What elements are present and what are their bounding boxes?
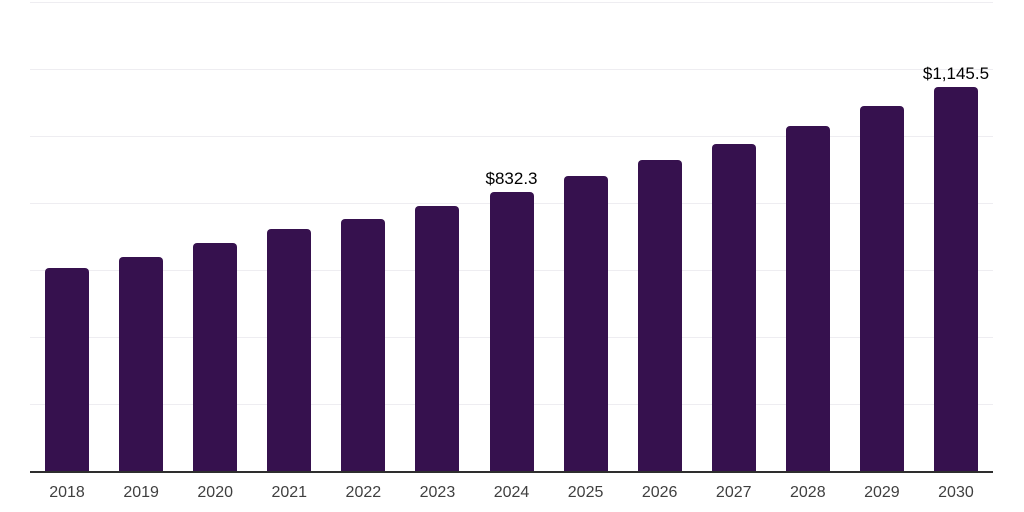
bar-2020 xyxy=(193,242,238,471)
bar-2021 xyxy=(267,228,312,471)
gridline-1000 xyxy=(30,135,993,137)
x-tick-2026: 2026 xyxy=(641,484,678,501)
bar-2023 xyxy=(415,205,460,471)
bar-2025 xyxy=(563,176,608,471)
x-axis-line xyxy=(30,470,993,473)
bar-2028 xyxy=(785,125,830,471)
gridline-1400 xyxy=(30,2,993,3)
bar-2024 xyxy=(489,191,534,471)
x-tick-2023: 2023 xyxy=(419,484,456,501)
bar-2019 xyxy=(119,257,164,471)
x-tick-2024: 2024 xyxy=(493,484,530,501)
x-tick-2029: 2029 xyxy=(864,484,900,501)
bar-2029 xyxy=(859,106,904,471)
x-tick-2018: 2018 xyxy=(49,484,85,501)
x-tick-2021: 2021 xyxy=(271,484,308,501)
value-label-2030: $1,145.5 xyxy=(922,64,990,84)
value-label-2024: $832.3 xyxy=(485,168,538,188)
bar-2026 xyxy=(637,160,682,471)
x-tick-2019: 2019 xyxy=(123,484,159,501)
x-tick-2020: 2020 xyxy=(197,484,233,501)
bar-2027 xyxy=(711,143,756,471)
bar-2030 xyxy=(933,87,978,471)
x-tick-2022: 2022 xyxy=(345,484,382,501)
x-tick-2025: 2025 xyxy=(567,484,604,501)
gridline-1200 xyxy=(30,68,993,70)
x-tick-2030: 2030 xyxy=(938,484,974,501)
bar-2022 xyxy=(341,218,386,471)
x-tick-2027: 2027 xyxy=(715,484,752,501)
bar-2018 xyxy=(45,268,90,471)
x-tick-2028: 2028 xyxy=(790,484,826,501)
